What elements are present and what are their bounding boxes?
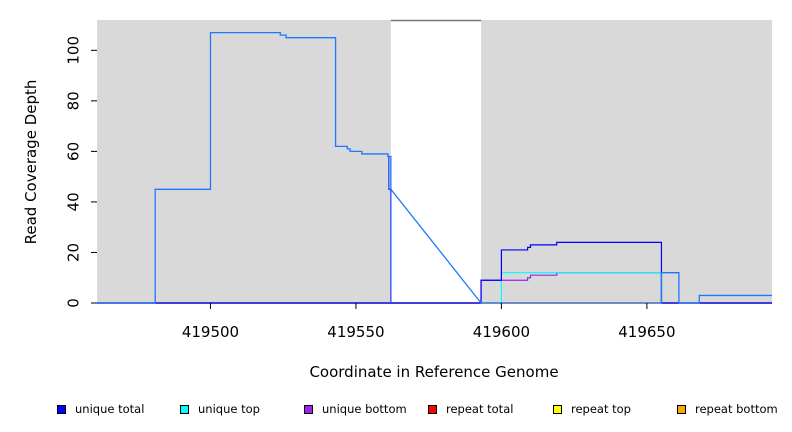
- y-tick-label: 80: [64, 91, 82, 110]
- legend-item: unique total: [57, 400, 144, 418]
- legend-item: repeat total: [428, 400, 513, 418]
- legend-label: repeat top: [571, 402, 631, 416]
- legend-label: unique top: [198, 402, 260, 416]
- legend-label: unique total: [75, 402, 145, 416]
- series-line-unique-total: [97, 241, 772, 304]
- legend-swatch: [304, 404, 313, 414]
- x-axis-title: Coordinate in Reference Genome: [309, 363, 558, 381]
- x-tick-label: 419500: [182, 323, 239, 341]
- y-tick-label: 60: [64, 142, 82, 161]
- coverage-line: [97, 31, 772, 304]
- legend-label: unique bottom: [322, 402, 407, 416]
- x-tick-label: 419650: [618, 323, 675, 341]
- y-tick-label: 40: [64, 192, 82, 211]
- coverage-line: [388, 156, 392, 303]
- legend-swatch: [57, 404, 66, 414]
- plot-area: [97, 19, 772, 304]
- y-tick-label: 20: [64, 243, 82, 262]
- legend-swatch: [428, 404, 437, 414]
- y-axis-title: Read Coverage Depth: [22, 80, 40, 245]
- legend-item: repeat bottom: [677, 400, 778, 418]
- y-tick-label: 0: [64, 298, 82, 308]
- gap-region: [390, 20, 482, 303]
- legend-swatch: [180, 404, 189, 414]
- legend-swatch: [553, 404, 562, 414]
- legend: unique total unique top unique bottom repea…: [0, 400, 792, 418]
- legend-label: repeat total: [446, 402, 514, 416]
- legend-label: repeat bottom: [695, 402, 778, 416]
- x-tick-label: 419550: [327, 323, 384, 341]
- legend-item: repeat top: [553, 400, 631, 418]
- x-tick-label: 419600: [473, 323, 530, 341]
- legend-swatch: [677, 404, 686, 414]
- legend-item: unique bottom: [304, 400, 407, 418]
- legend-item: unique top: [180, 400, 260, 418]
- y-tick-label: 100: [64, 36, 82, 65]
- axes: 0 20 40 60 80 100 419500 419550 419600 419650: [64, 36, 675, 341]
